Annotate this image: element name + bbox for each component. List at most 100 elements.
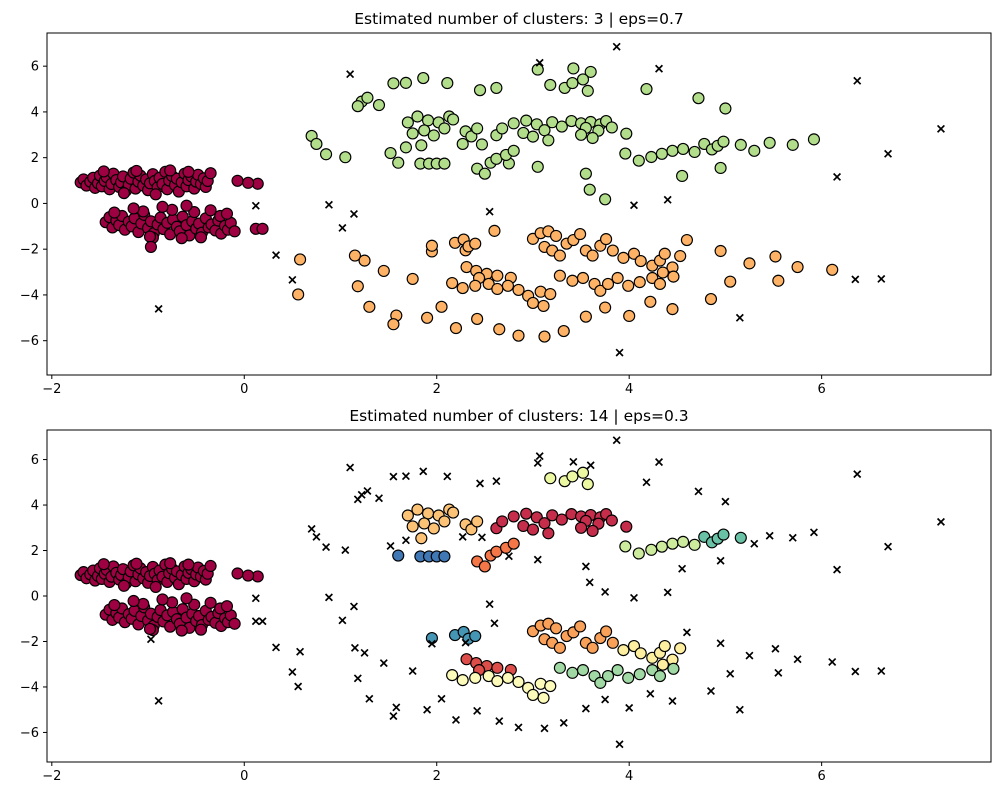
- noise-point: [341, 546, 350, 555]
- cluster-point: [734, 138, 747, 151]
- x-tick-label: 6: [817, 382, 825, 397]
- noise-point: [322, 543, 331, 552]
- cluster-point: [406, 272, 419, 285]
- noise-point: [312, 532, 321, 541]
- noise-point: [272, 643, 281, 652]
- cluster-point: [557, 325, 570, 338]
- cluster-point: [653, 277, 667, 291]
- noise-point: [663, 195, 672, 204]
- cluster-point: [130, 164, 143, 178]
- cluster-point: [512, 329, 525, 342]
- noise-point: [495, 717, 504, 726]
- cluster-point: [339, 151, 352, 164]
- noise-point: [629, 593, 638, 602]
- cluster-point: [617, 251, 630, 264]
- noise-point: [419, 467, 428, 476]
- noise-point: [360, 648, 369, 657]
- cluster-point: [537, 299, 550, 312]
- noise-point: [392, 703, 401, 712]
- cluster-point: [667, 270, 680, 283]
- cluster-point: [526, 688, 540, 701]
- cluster-point: [743, 257, 756, 270]
- cluster-point: [188, 206, 201, 219]
- cluster-point: [220, 600, 234, 613]
- cluster-point: [676, 142, 690, 156]
- noise-point: [349, 209, 358, 218]
- noise-point: [793, 655, 802, 664]
- cluster-point: [634, 255, 647, 268]
- cluster-point: [656, 266, 669, 279]
- cluster-point: [108, 206, 121, 219]
- noise-point: [771, 644, 780, 653]
- cluster-point: [220, 207, 234, 220]
- cluster-point: [611, 271, 624, 285]
- cluster-point: [387, 318, 400, 331]
- cluster-point: [576, 271, 590, 285]
- cluster-point: [520, 114, 533, 127]
- cluster-point: [97, 558, 110, 571]
- cluster-point: [601, 277, 615, 291]
- cluster-point: [724, 275, 737, 288]
- cluster-point: [446, 276, 459, 290]
- y-tick-label: −2: [20, 635, 39, 650]
- cluster-point: [117, 579, 131, 592]
- cluster-point: [581, 478, 594, 491]
- x-tick-label: −2: [42, 382, 61, 397]
- noise-point: [788, 533, 797, 542]
- cluster-point: [704, 292, 718, 306]
- cluster-point: [542, 527, 555, 540]
- cluster-point: [605, 514, 618, 527]
- cluster-point: [204, 559, 217, 573]
- cluster-point: [542, 134, 555, 147]
- noise-point: [735, 705, 744, 714]
- noise-point: [401, 536, 410, 545]
- cluster-point: [786, 138, 799, 151]
- cluster-point: [188, 598, 201, 611]
- cluster-point: [599, 193, 612, 206]
- cluster-point: [372, 98, 386, 112]
- cluster-point: [348, 249, 362, 262]
- noise-point: [585, 578, 594, 587]
- noise-point: [809, 528, 818, 537]
- cluster-point: [319, 148, 333, 161]
- cluster-point: [633, 276, 646, 289]
- cluster-point: [719, 102, 732, 115]
- noise-point: [663, 588, 672, 597]
- noise-point: [750, 539, 759, 548]
- cluster-point: [717, 528, 730, 541]
- noise-point: [936, 517, 945, 526]
- top-subplot: −2 0 2 4 6 −6 −4 −2 0 2 4 6: [20, 32, 992, 397]
- cluster-point: [576, 664, 590, 677]
- noise-point: [437, 694, 446, 703]
- cluster-point: [358, 254, 371, 267]
- noise-point: [365, 694, 374, 703]
- cluster-point: [478, 167, 491, 180]
- noise-point: [363, 486, 372, 495]
- cluster-point: [538, 330, 551, 343]
- cluster-point: [553, 661, 566, 674]
- y-tick-label: 2: [31, 544, 39, 559]
- cluster-point: [674, 249, 687, 263]
- cluster-point: [553, 269, 566, 282]
- cluster-point: [544, 287, 557, 301]
- noise-point: [504, 552, 513, 561]
- cluster-point: [488, 224, 501, 237]
- cluster-point: [791, 260, 804, 274]
- cluster-point: [421, 507, 435, 520]
- noise-point: [535, 58, 544, 67]
- y-tick-label: −6: [20, 726, 39, 741]
- cluster-point: [491, 282, 504, 296]
- cluster-point: [456, 674, 469, 687]
- cluster-point: [501, 279, 515, 292]
- noise-point: [586, 461, 595, 470]
- cluster-point: [456, 281, 469, 295]
- cluster-point: [549, 622, 563, 635]
- noise-point: [451, 715, 460, 724]
- cluster-point: [620, 520, 633, 533]
- cluster-point: [469, 671, 482, 684]
- cluster-point: [127, 202, 140, 215]
- y-tick-label: −4: [20, 288, 39, 303]
- noise-point: [353, 495, 362, 504]
- noise-point: [251, 617, 260, 626]
- noise-point: [682, 628, 691, 637]
